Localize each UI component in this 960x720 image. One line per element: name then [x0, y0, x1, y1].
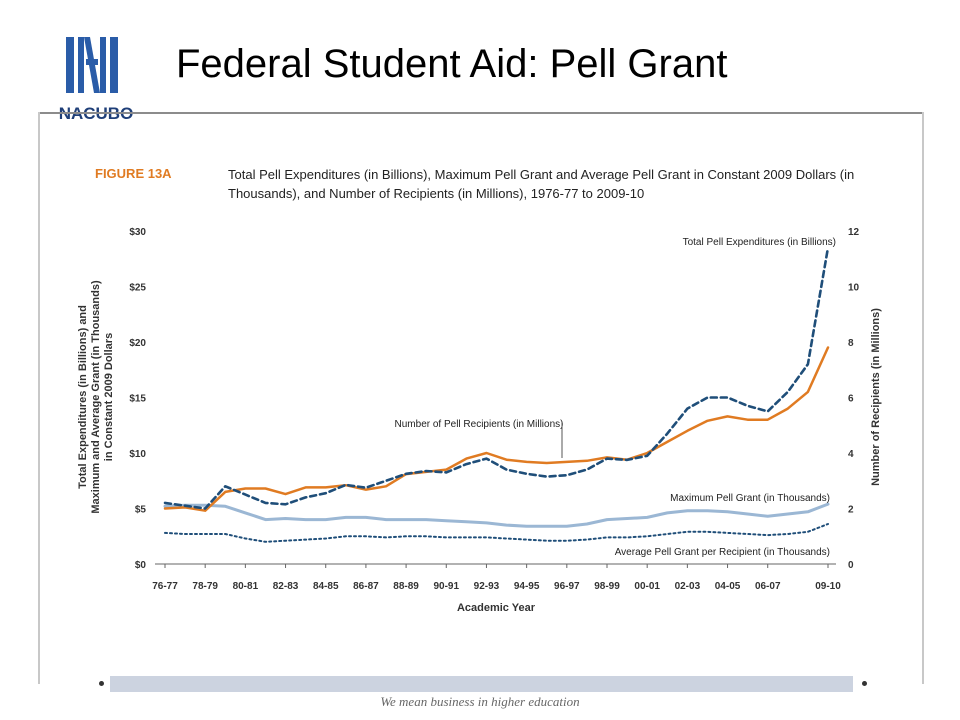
x-tick-label: 02-03: [675, 581, 701, 592]
annotation-total-expenditures: Total Pell Expenditures (in Billions): [683, 237, 836, 248]
y-left-tick-label: $0: [135, 560, 147, 571]
x-tick-label: 96-97: [554, 581, 580, 592]
y-right-tick-label: 6: [848, 394, 854, 405]
nacubo-logo: NACUBO: [56, 35, 136, 127]
x-tick-label: 90-91: [433, 581, 459, 592]
x-tick-label: 94-95: [514, 581, 540, 592]
x-tick-label: 00-01: [634, 581, 660, 592]
footer-bullet-right: [862, 681, 867, 686]
y-left-tick-label: $5: [135, 505, 147, 516]
x-tick-label: 09-10: [815, 581, 841, 592]
recipients-line: [163, 246, 830, 510]
x-tick-label: 88-89: [393, 581, 419, 592]
annotation-recipients: Number of Pell Recipients (in Millions): [395, 419, 564, 430]
x-tick-label: 82-83: [273, 581, 299, 592]
y-left-tick-label: $20: [129, 338, 146, 349]
annotation-average-grant: Average Pell Grant per Recipient (in Tho…: [615, 547, 830, 558]
total-expenditures-line: [163, 346, 830, 512]
average-grant-line: [164, 523, 829, 543]
y-right-tick-label: 8: [848, 338, 854, 349]
y-right-tick-label: 10: [848, 283, 860, 294]
frame-top-rule: [40, 112, 924, 114]
x-tick-label: 98-99: [594, 581, 620, 592]
y-right-tick-label: 0: [848, 560, 854, 571]
footer-tagline: We mean business in higher education: [380, 694, 580, 709]
x-tick-label: 06-07: [755, 581, 781, 592]
x-tick-label: 84-85: [313, 581, 339, 592]
y-right-tick-label: 12: [848, 227, 860, 238]
annotation-maximum-grant: Maximum Pell Grant (in Thousands): [670, 493, 830, 504]
y-left-tick-label: $25: [129, 283, 146, 294]
y-right-axis-title: Number of Recipients (in Millions): [870, 308, 882, 486]
y-right-tick-label: 4: [848, 449, 854, 460]
y-left-axis-title: Total Expenditures (in Billions) andMaxi…: [77, 280, 115, 514]
x-tick-label: 80-81: [233, 581, 259, 592]
x-tick-label: 78-79: [192, 581, 218, 592]
y-left-tick-label: $30: [129, 227, 146, 238]
footer-band: [110, 676, 853, 692]
y-left-tick-label: $10: [129, 449, 146, 460]
figure-label: FIGURE 13A: [95, 166, 172, 181]
y-left-tick-label: $15: [129, 394, 146, 405]
x-tick-label: 76-77: [152, 581, 178, 592]
x-axis-title: Academic Year: [457, 602, 536, 614]
frame-left-rule: [38, 112, 40, 684]
x-tick-label: 04-05: [715, 581, 741, 592]
x-tick-label: 92-93: [474, 581, 500, 592]
frame-right-rule: [922, 112, 924, 684]
maximum-grant-line: [163, 502, 830, 528]
footer-bullet-left: [99, 681, 104, 686]
figure-caption: Total Pell Expenditures (in Billions), M…: [228, 167, 855, 201]
x-tick-label: 86-87: [353, 581, 379, 592]
page-title: Federal Student Aid: Pell Grant: [176, 42, 728, 86]
y-right-tick-label: 2: [848, 505, 854, 516]
